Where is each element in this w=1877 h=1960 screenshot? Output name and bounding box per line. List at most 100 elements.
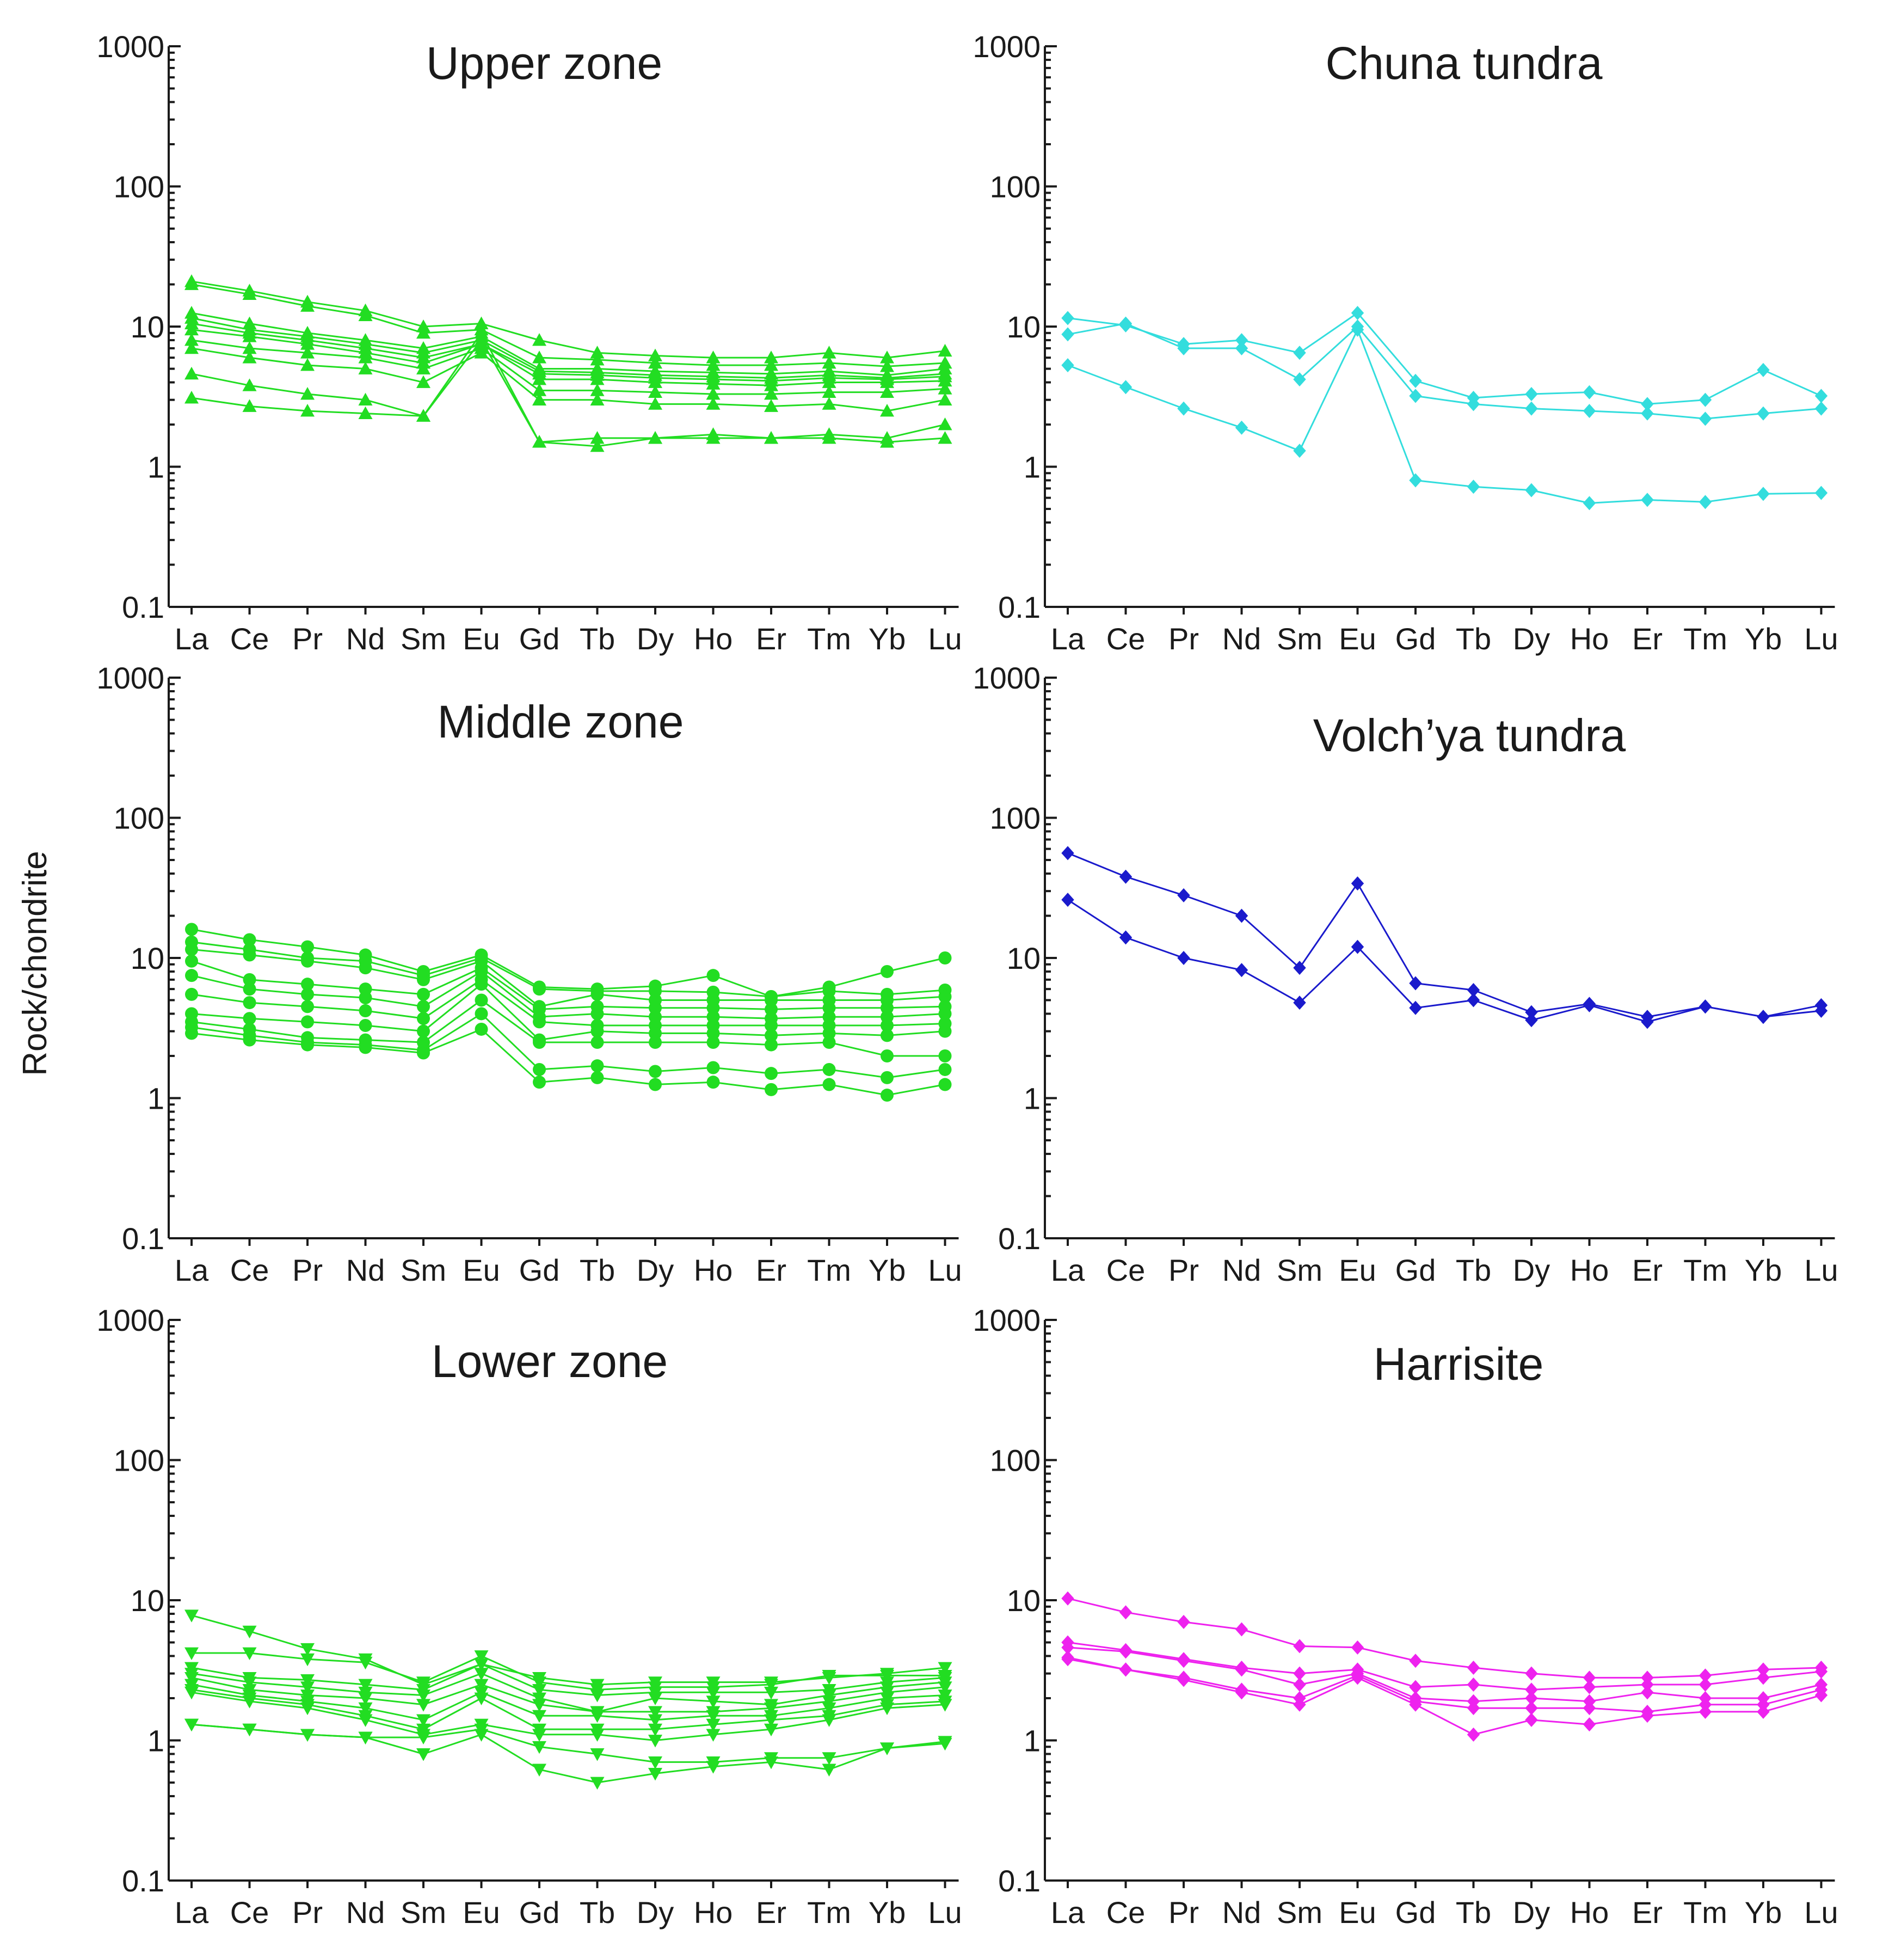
y-tick-label: 0.1 [998,1864,1041,1898]
panel-2: 1000 100 10 1 0.1 La Ce Pr Nd Sm Eu Gd Tb Dy Ho Er Tm Yb L… [973,29,1838,656]
data-point [648,355,662,369]
data-point [648,1756,662,1769]
data-point [1293,1697,1306,1712]
data-point [358,1692,373,1705]
data-point [1583,496,1596,511]
series-U6 [184,322,952,391]
series-U10 [184,325,952,452]
data-point [1814,389,1828,403]
data-point [880,359,894,372]
data-point [822,346,836,359]
data-point [648,1723,662,1737]
data-point [881,1018,894,1032]
data-point [1467,993,1480,1007]
data-point [1467,480,1480,494]
x-tick-label: Er [1632,1895,1663,1930]
data-point [881,1071,894,1084]
y-tick-label: 100 [114,801,164,835]
series-line [191,941,945,998]
series-line [191,329,945,386]
x-tick-label: Eu [463,622,500,656]
series-line [191,970,945,1019]
data-point [648,1692,662,1705]
data-point [533,1015,546,1029]
data-point [822,1036,836,1049]
x-tick-label: Nd [346,1895,385,1930]
x-tick-label: La [175,622,209,656]
data-point [416,1731,430,1745]
data-point [649,1065,662,1078]
data-point [1525,1005,1538,1019]
x-tick-label: Pr [292,622,323,656]
data-point [300,1643,315,1656]
x-tick-label: Ho [694,1253,733,1287]
data-point [1351,1670,1364,1685]
data-point [184,1672,199,1685]
series-line [191,339,945,443]
data-point [1757,1704,1770,1719]
y-tick-label: 10 [131,941,164,975]
x-tick-label: Dy [1513,1253,1550,1287]
data-point [706,1718,721,1732]
data-point [1409,1680,1422,1694]
data-point [417,1000,430,1013]
data-point [1177,341,1190,355]
data-point [474,1729,489,1742]
data-point [1351,876,1364,891]
data-point [242,341,257,354]
series-U8 [184,341,952,417]
data-point [1119,1644,1133,1659]
data-point [822,385,836,398]
data-point [533,1036,546,1049]
data-point [649,1078,662,1091]
data-point [938,431,952,444]
data-point [1061,327,1074,342]
x-tick-label: Eu [463,1895,500,1930]
series-M8 [185,993,952,1062]
series-line [191,284,945,367]
series-M6 [185,973,952,1032]
data-point [649,1027,662,1040]
data-point [417,987,430,1001]
y-tick-label: 1000 [973,1303,1041,1337]
data-point [822,1078,836,1091]
x-tick-label: Er [1632,622,1663,656]
data-point [881,1089,894,1102]
x-tick-label: Gd [1395,1253,1436,1287]
data-point [822,1752,836,1765]
x-tick-label: Ce [1106,1253,1146,1287]
data-point [1698,495,1712,509]
data-point [938,343,952,357]
data-point [1525,1691,1538,1705]
data-point [1467,983,1480,998]
series-line [191,332,945,447]
data-point [938,373,952,387]
series-V2 [1061,893,1828,1029]
y-tick-label: 100 [114,170,164,204]
series-line [191,1663,945,1696]
data-point [184,1609,199,1623]
x-tick-label: Ho [1570,622,1609,656]
data-point [1293,961,1306,975]
data-point [706,1036,720,1049]
data-point [706,397,721,410]
data-point [185,969,198,982]
data-point [938,990,952,1003]
data-point [706,1761,721,1774]
data-point [300,358,315,371]
data-point [880,351,894,364]
data-point [1467,1678,1480,1692]
data-point [301,1038,314,1052]
data-point [358,351,373,364]
series-line [1067,323,1821,420]
series-L9 [184,1718,952,1769]
data-point [533,982,546,996]
data-point [648,348,662,361]
data-point [474,1650,489,1663]
data-point [1641,406,1654,421]
data-point [648,1706,662,1719]
x-tick-label: Tb [580,622,615,656]
data-point [648,397,662,410]
data-point [648,1714,662,1727]
data-point [359,1004,372,1018]
